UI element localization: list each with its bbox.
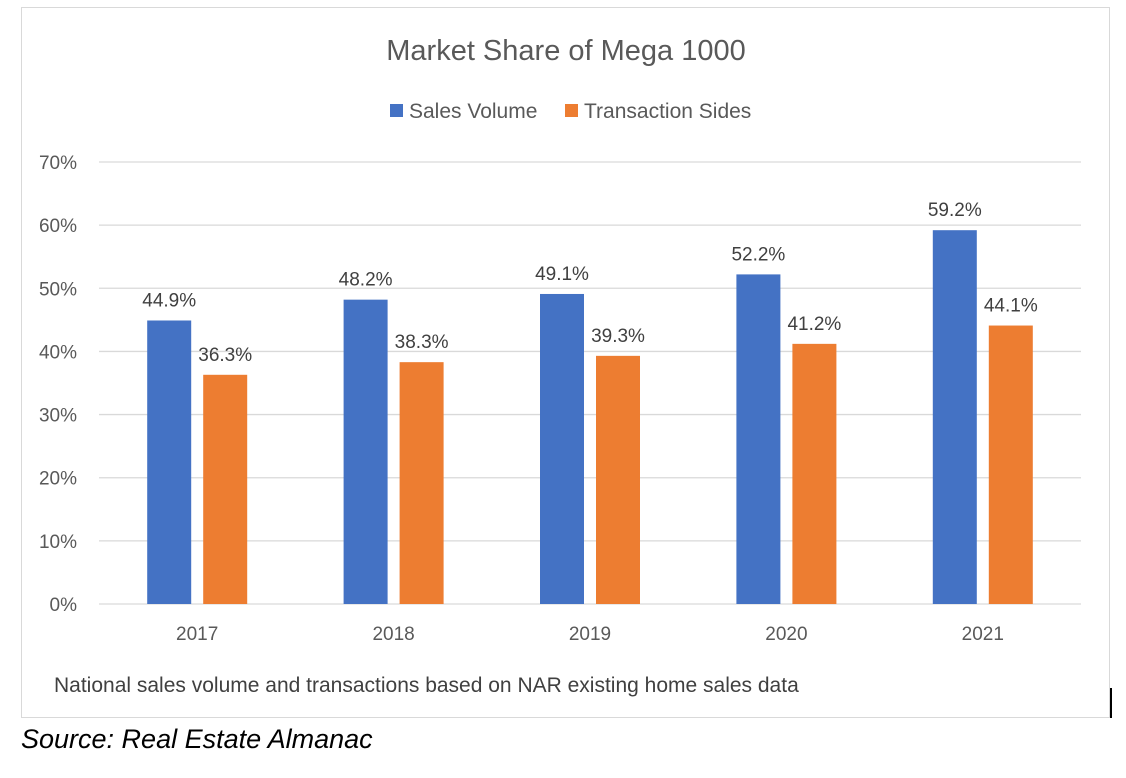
x-tick-label: 2018 <box>372 624 414 645</box>
data-label: 39.3% <box>591 326 645 347</box>
y-axis-ticks: 0% 10% 20% 30% 40% 50% 60% 70% <box>39 153 77 616</box>
gridlines <box>99 161 1081 605</box>
legend-swatch <box>390 104 403 117</box>
bar-transaction-sides-2017 <box>203 374 248 604</box>
y-tick-label: 0% <box>50 595 78 616</box>
data-label: 48.2% <box>339 270 393 291</box>
legend-swatch <box>565 104 578 117</box>
data-label: 36.3% <box>198 345 252 366</box>
bar-transaction-sides-2019 <box>596 355 640 604</box>
bar-transaction-sides-2021 <box>988 325 1033 604</box>
y-tick-label: 20% <box>39 469 77 490</box>
legend: Sales Volume Transaction Sides <box>390 100 751 123</box>
data-labels: 44.9% 36.3% 48.2% 38.3% 49.1% 39.3% 52.2% 41.2%… <box>142 200 1038 366</box>
bars <box>147 230 1033 605</box>
data-label: 52.2% <box>731 244 785 265</box>
source-caption: Source: Real Estate Almanac <box>21 724 373 754</box>
data-label: 59.2% <box>928 200 982 221</box>
x-tick-label: 2017 <box>176 624 218 645</box>
bar-sales-volume-2017 <box>147 320 192 604</box>
x-tick-label: 2020 <box>765 624 807 645</box>
bar-sales-volume-2020 <box>736 274 781 604</box>
y-tick-label: 30% <box>39 406 77 427</box>
y-tick-label: 40% <box>39 342 77 363</box>
x-axis-ticks: 2017 2018 2019 2020 2021 <box>176 624 1004 645</box>
footnote: National sales volume and transactions b… <box>54 674 799 697</box>
data-label: 41.2% <box>787 314 841 335</box>
data-label: 44.1% <box>984 296 1038 317</box>
y-tick-label: 70% <box>39 153 77 174</box>
legend-label: Sales Volume <box>409 100 537 123</box>
x-tick-label: 2019 <box>569 624 611 645</box>
bar-sales-volume-2019 <box>540 293 584 604</box>
bar-transaction-sides-2020 <box>792 343 837 604</box>
y-tick-label: 10% <box>39 532 77 553</box>
edge-mark <box>1110 688 1112 718</box>
bar-transaction-sides-2018 <box>399 362 444 604</box>
bar-sales-volume-2021 <box>932 230 977 605</box>
bar-sales-volume-2018 <box>343 299 388 604</box>
x-tick-label: 2021 <box>962 624 1004 645</box>
legend-label: Transaction Sides <box>584 100 751 123</box>
y-tick-label: 50% <box>39 279 77 300</box>
data-label: 49.1% <box>535 264 589 285</box>
data-label: 44.9% <box>142 290 196 311</box>
y-tick-label: 60% <box>39 216 77 237</box>
chart-title: Market Share of Mega 1000 <box>386 35 745 67</box>
data-label: 38.3% <box>395 332 449 353</box>
